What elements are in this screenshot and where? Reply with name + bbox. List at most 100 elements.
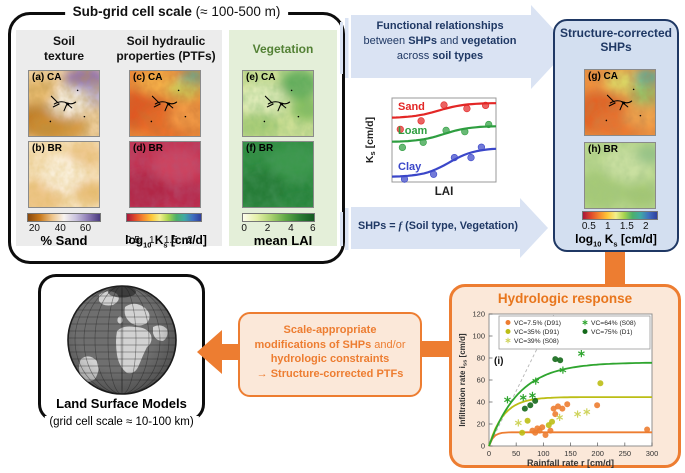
svg-text:50: 50 <box>512 449 520 458</box>
map-e-label: (e) CA <box>246 72 276 83</box>
modification-box: Scale-appropriate modifications of SHPs … <box>238 312 422 397</box>
svg-text:Clay: Clay <box>398 161 422 173</box>
mod-line3: hydrologic constraints <box>270 353 390 366</box>
map-g-ca-corrected: (g) CA <box>584 69 656 136</box>
shps-prefix: SHPs = <box>358 220 399 232</box>
sks-label-unit: [cm/d] <box>617 232 657 246</box>
svg-text:VC=39% (S08): VC=39% (S08) <box>514 338 559 345</box>
globe-shading <box>67 286 176 394</box>
log-ks-label-log: log <box>125 233 144 247</box>
log-ks-label: log10 Ks [cm/d] <box>110 233 222 249</box>
svg-text:(i): (i) <box>494 356 503 367</box>
sand-colorbar <box>27 213 101 222</box>
soil-texture-header: Soil texture <box>18 34 110 63</box>
svg-text:0: 0 <box>481 442 485 451</box>
sks-tick-2: 2 <box>643 221 649 232</box>
svg-text:VC=35% (D91): VC=35% (D91) <box>514 329 559 336</box>
modification-to-lsm-arrow <box>197 330 241 374</box>
svg-text:120: 120 <box>472 310 485 319</box>
infiltration-plot: 0 50 100 150 200 250 300 0 20 40 60 80 100 120 VC=7.5%… <box>458 310 658 468</box>
lsm-subtitle: (grid cell scale ≈ 10-100 km) <box>44 416 199 428</box>
sks-label-10: 10 <box>593 239 602 249</box>
map-d-label: (d) BR <box>133 143 163 154</box>
lai-tick-6: 6 <box>310 223 316 234</box>
ks-lai-plot: Sand Loam Clay LAI Ks [cm/d] <box>364 97 497 198</box>
subgrid-title-bold: Sub-grid cell scale <box>72 4 192 19</box>
mean-lai-label: mean LAI <box>253 233 313 248</box>
sand-tick-60: 60 <box>79 223 92 234</box>
lai-tick-2: 2 <box>264 223 271 234</box>
arrow-tail-bar-1 <box>340 22 343 74</box>
lsm-box: Land Surface Models (grid cell scale ≈ 1… <box>38 274 205 428</box>
map-f-br-lai: (f) BR <box>242 141 314 208</box>
sks-label-s: s <box>613 239 618 249</box>
lai-tick-0: 0 <box>241 223 247 234</box>
svg-text:VC=64% (S08): VC=64% (S08) <box>591 320 636 327</box>
svg-text:60: 60 <box>477 376 485 385</box>
structure-ks-ticks: 0.5 1 1.5 2 <box>582 221 658 233</box>
svg-text:VC=7.5% (D91): VC=7.5% (D91) <box>514 320 561 327</box>
functional-relationship-text: Functional relationships between SHPs an… <box>352 19 528 64</box>
sks-label-k: K <box>601 232 614 246</box>
connector-hydro-to-modification <box>418 341 454 357</box>
lai-tick-4: 4 <box>288 223 294 234</box>
svg-text:Sand: Sand <box>398 101 425 113</box>
ks-colorbar <box>126 213 202 222</box>
shps-function-text: SHPs = f (Soil type, Vegetation) <box>350 220 526 232</box>
rel-line2-c: and <box>436 34 462 47</box>
svg-text:Loam: Loam <box>398 125 428 137</box>
left-arrow-shape <box>197 330 241 374</box>
vegetation-panel: Vegetation (e) CA (f) BR 0 2 4 6 mean LA… <box>229 30 337 248</box>
ks-tick-15: 1.5 <box>163 235 178 246</box>
map-d-br-ks: (d) BR <box>129 141 201 208</box>
rel-line3-b: soil types <box>432 49 484 62</box>
soil-texture-header-line1: Soil <box>52 34 75 48</box>
ptf-header-line1: Soil hydraulic <box>126 34 206 48</box>
globe-graphic <box>66 285 177 395</box>
map-b-br-sand: (b) BR <box>28 141 100 208</box>
svg-text:20: 20 <box>477 420 485 429</box>
log-ks-label-s: s <box>163 240 168 250</box>
svg-text:40: 40 <box>477 398 485 407</box>
sks-tick-1: 1 <box>605 221 611 232</box>
soil-texture-header-line2: texture <box>43 48 84 63</box>
functional-relationship-arrow <box>340 5 570 89</box>
map-c-label: (c) CA <box>133 72 163 83</box>
map-c-ca-ks: (c) CA <box>129 70 201 137</box>
ks-colorbar-ticks: 0.5 1 1.5 2 <box>126 235 202 247</box>
map-g-label: (g) CA <box>588 71 618 82</box>
map-a-label: (a) CA <box>32 72 62 83</box>
ks-tick-1: 1 <box>149 235 155 246</box>
svg-text:Rainfall rate r [cm/d]: Rainfall rate r [cm/d] <box>527 458 614 468</box>
mod-line2-bold: modifications of SHPs <box>254 338 372 351</box>
map-f-label: (f) BR <box>246 143 274 154</box>
percent-sand-label: % Sand <box>40 233 88 248</box>
svg-text:100: 100 <box>537 449 550 458</box>
mod-line4: → Structure-corrected PTFs <box>256 367 404 380</box>
svg-text:250: 250 <box>619 449 632 458</box>
svg-text:Ks [cm/d]: Ks [cm/d] <box>364 117 377 163</box>
mod-line1: Scale-appropriate <box>283 324 377 336</box>
lsm-title: Land Surface Models <box>56 396 187 411</box>
arrow2-tail-bar-1 <box>340 212 343 246</box>
svg-text:LAI: LAI <box>435 186 454 198</box>
structure-title-line2: SHPs <box>600 40 632 55</box>
svg-text:150: 150 <box>564 449 577 458</box>
soil-panels-background: Soil texture Soil hydraulic properties (… <box>16 30 222 249</box>
log-ks-label-k: K <box>151 233 164 247</box>
sand-tick-40: 40 <box>54 223 66 234</box>
sand-tick-20: 20 <box>28 223 40 234</box>
map-a-ca-sand: (a) CA <box>28 70 100 137</box>
subgrid-title: Sub-grid cell scale (≈ 100-500 m) <box>64 4 289 19</box>
sks-tick-05: 0.5 <box>581 221 596 232</box>
structure-log-ks-label: log10 Ks [cm/d] <box>555 232 677 248</box>
sks-tick-15: 1.5 <box>619 221 634 232</box>
sks-label-log: log <box>575 232 594 246</box>
svg-text:80: 80 <box>477 354 485 363</box>
svg-text:0: 0 <box>487 449 491 458</box>
rel-line3-a: across <box>396 49 433 62</box>
structure-corrected-box: Structure-corrected SHPs (g) CA (h) BR 0… <box>553 19 679 252</box>
sand-colorbar-ticks: 20 40 60 <box>27 223 101 235</box>
structure-ks-colorbar <box>582 211 658 220</box>
